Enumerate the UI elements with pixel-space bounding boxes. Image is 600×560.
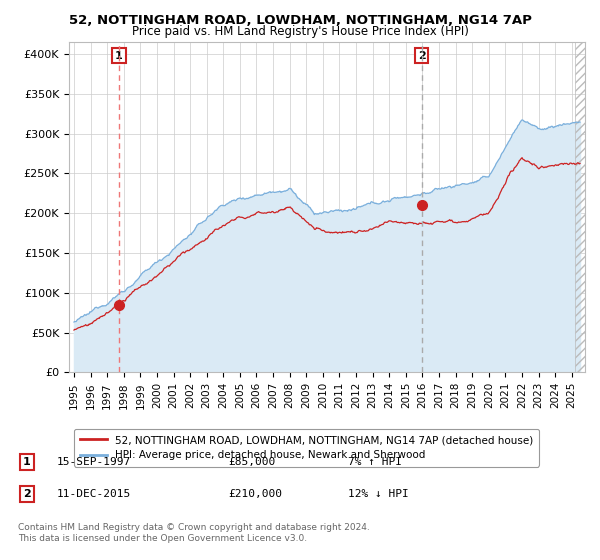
Text: 52, NOTTINGHAM ROAD, LOWDHAM, NOTTINGHAM, NG14 7AP: 52, NOTTINGHAM ROAD, LOWDHAM, NOTTINGHAM… <box>68 14 532 27</box>
Legend: 52, NOTTINGHAM ROAD, LOWDHAM, NOTTINGHAM, NG14 7AP (detached house), HPI: Averag: 52, NOTTINGHAM ROAD, LOWDHAM, NOTTINGHAM… <box>74 429 539 466</box>
Text: 2: 2 <box>418 50 425 60</box>
Text: Price paid vs. HM Land Registry's House Price Index (HPI): Price paid vs. HM Land Registry's House … <box>131 25 469 38</box>
Text: 2: 2 <box>23 489 31 499</box>
Text: Contains HM Land Registry data © Crown copyright and database right 2024.
This d: Contains HM Land Registry data © Crown c… <box>18 524 370 543</box>
Text: 15-SEP-1997: 15-SEP-1997 <box>57 457 131 467</box>
Text: 7% ↑ HPI: 7% ↑ HPI <box>348 457 402 467</box>
Text: £85,000: £85,000 <box>228 457 275 467</box>
Text: 1: 1 <box>23 457 31 467</box>
Text: 12% ↓ HPI: 12% ↓ HPI <box>348 489 409 499</box>
Text: £210,000: £210,000 <box>228 489 282 499</box>
Text: 11-DEC-2015: 11-DEC-2015 <box>57 489 131 499</box>
Bar <box>575 42 585 372</box>
Text: 1: 1 <box>115 50 123 60</box>
